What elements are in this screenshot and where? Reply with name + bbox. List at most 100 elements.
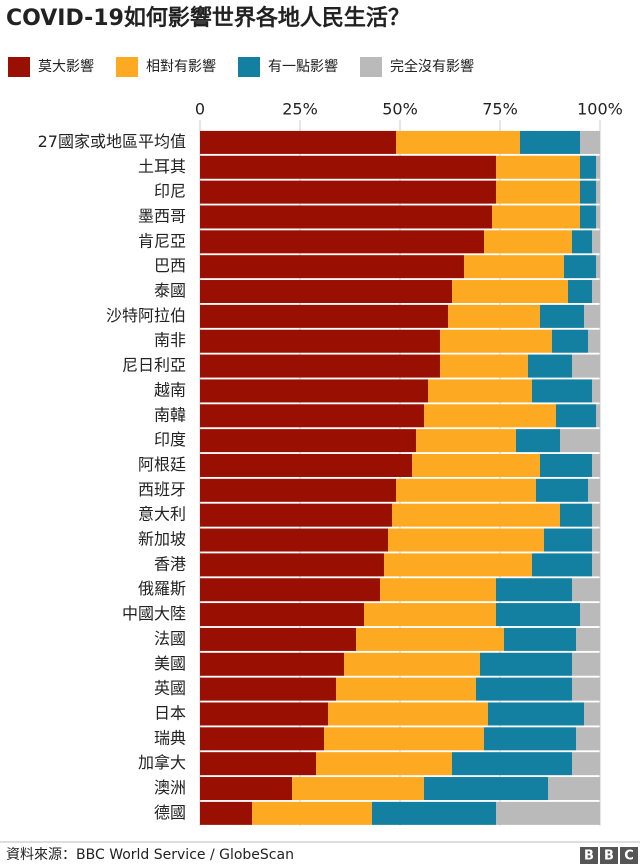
bar-segment [516, 429, 560, 453]
legend-swatch [238, 57, 260, 77]
bar-segment [556, 404, 596, 428]
y-tick-label: 美國 [154, 654, 186, 673]
bar-segment [200, 230, 484, 254]
y-tick-label: 泰國 [154, 281, 186, 300]
logo-box [600, 847, 618, 864]
source: 資料來源：BBC World Service / GlobeScan [6, 847, 294, 863]
bar-segment [200, 453, 412, 477]
bar-segment [200, 304, 448, 328]
bar-segment [200, 702, 328, 726]
bar-segment [344, 652, 480, 676]
bar-segment [200, 528, 388, 552]
y-tick-label: 沙特阿拉伯 [106, 306, 186, 325]
y-tick-label: 土耳其 [138, 157, 186, 176]
bar-segment [580, 155, 596, 179]
bar-segment [592, 453, 600, 477]
y-tick-label: 澳洲 [154, 778, 186, 797]
y-tick-label: 瑞典 [154, 728, 186, 747]
logo-letter: C [624, 849, 634, 864]
y-tick-label: 南非 [154, 331, 186, 350]
bar-segment [588, 329, 600, 353]
logo-letter: B [604, 849, 614, 864]
bar-segment [200, 553, 384, 577]
bar-segment [424, 777, 548, 801]
bar-segment [380, 578, 496, 602]
bar-segment [580, 180, 596, 204]
y-tick-label: 27國家或地區平均值 [38, 132, 186, 151]
bar-segment [504, 627, 576, 651]
bar-segment [388, 528, 544, 552]
bar-segment [356, 627, 504, 651]
logo-box [620, 847, 638, 864]
bar-segment [440, 354, 528, 378]
bar-segment [528, 354, 572, 378]
bar-segment [200, 578, 380, 602]
bar-segment [200, 627, 356, 651]
bar-segment [452, 280, 568, 304]
bar-segment [424, 404, 556, 428]
x-tick-label: 100% [577, 100, 623, 119]
legend-label: 莫大影響 [38, 58, 94, 75]
legend-label: 有一點影響 [268, 58, 338, 75]
y-tick-label: 俄羅斯 [138, 579, 186, 598]
x-tick-label: 0 [195, 100, 205, 119]
bar-segment [552, 329, 588, 353]
bar-segment [392, 503, 560, 527]
bar-segment [416, 429, 516, 453]
y-tick-label: 阿根廷 [138, 455, 186, 474]
bar-segment [592, 553, 600, 577]
bar-segment [560, 503, 592, 527]
y-tick-label: 西班牙 [138, 480, 186, 499]
bar-segment [480, 652, 572, 676]
bar-segment [540, 304, 584, 328]
bar-segment [200, 280, 452, 304]
bar-segment [484, 727, 576, 751]
y-tick-label: 法國 [154, 629, 186, 648]
y-tick-label: 加拿大 [138, 753, 186, 772]
x-tick-label: 75% [482, 100, 518, 119]
bar-segment [576, 727, 600, 751]
bar-segment [572, 354, 600, 378]
x-tick-label: 50% [382, 100, 418, 119]
bar-segment [564, 255, 596, 279]
bar-segment [536, 478, 588, 502]
bar-segment [588, 478, 600, 502]
bar-segment [596, 155, 600, 179]
bar-segment [476, 677, 572, 701]
bar-segment [412, 453, 540, 477]
bar-segment [580, 130, 600, 154]
bar-segment [572, 752, 600, 776]
bar-segment [560, 429, 600, 453]
chart-title: COVID-19如何影響世界各地人民生活？ [6, 5, 410, 31]
bar-segment [200, 801, 252, 825]
bar-segment [364, 603, 496, 627]
bar-segment [200, 503, 392, 527]
legend-label: 完全沒有影響 [390, 58, 474, 75]
bar-segment [200, 652, 344, 676]
legend-label: 相對有影響 [146, 58, 216, 75]
bar-segment [200, 404, 424, 428]
bar-segment [200, 354, 440, 378]
bar-segment [252, 801, 372, 825]
bar-segment [200, 603, 364, 627]
bar-segment [428, 379, 532, 403]
y-tick-label: 印尼 [154, 182, 186, 201]
x-tick-label: 25% [282, 100, 318, 119]
bar-segment [200, 727, 324, 751]
bar-segment [496, 578, 572, 602]
bar-segment [548, 777, 600, 801]
bar-segment [488, 702, 584, 726]
bar-segment [200, 255, 464, 279]
bar-segment [584, 702, 600, 726]
bar-segment [200, 329, 440, 353]
bar-segment [592, 379, 600, 403]
bar-segment [572, 677, 600, 701]
bar-segment [496, 801, 600, 825]
y-tick-label: 德國 [154, 803, 186, 822]
legend-swatch [360, 57, 382, 77]
bar-segment [384, 553, 532, 577]
bar-segment [492, 205, 580, 229]
bar-segment [568, 280, 592, 304]
y-tick-label: 巴西 [154, 256, 186, 275]
